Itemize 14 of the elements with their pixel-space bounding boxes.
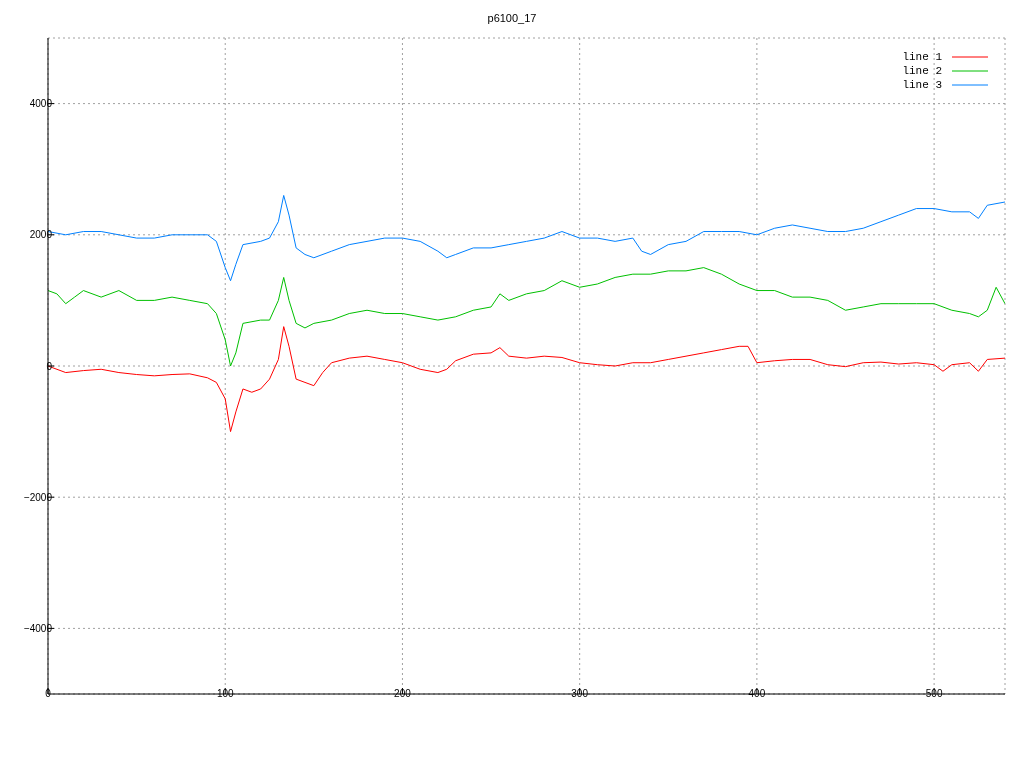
y-tick-label: −2000: [23, 491, 53, 503]
legend-label: line 3: [902, 79, 942, 91]
x-tick-label: 400: [748, 688, 766, 700]
legend-label: line 2: [902, 65, 942, 77]
y-tick-label: 4000: [29, 98, 53, 110]
x-tick-label: 500: [925, 688, 943, 700]
y-tick-label: −4000: [23, 622, 53, 634]
chart-title: p6100_17: [486, 12, 538, 24]
legend-label: line 1: [902, 51, 942, 63]
y-tick-label: 2000: [29, 229, 53, 241]
x-tick-label: 100: [216, 688, 234, 700]
x-tick-label: 200: [394, 688, 412, 700]
x-tick-label: 300: [571, 688, 589, 700]
y-tick-label: 0: [46, 360, 53, 372]
